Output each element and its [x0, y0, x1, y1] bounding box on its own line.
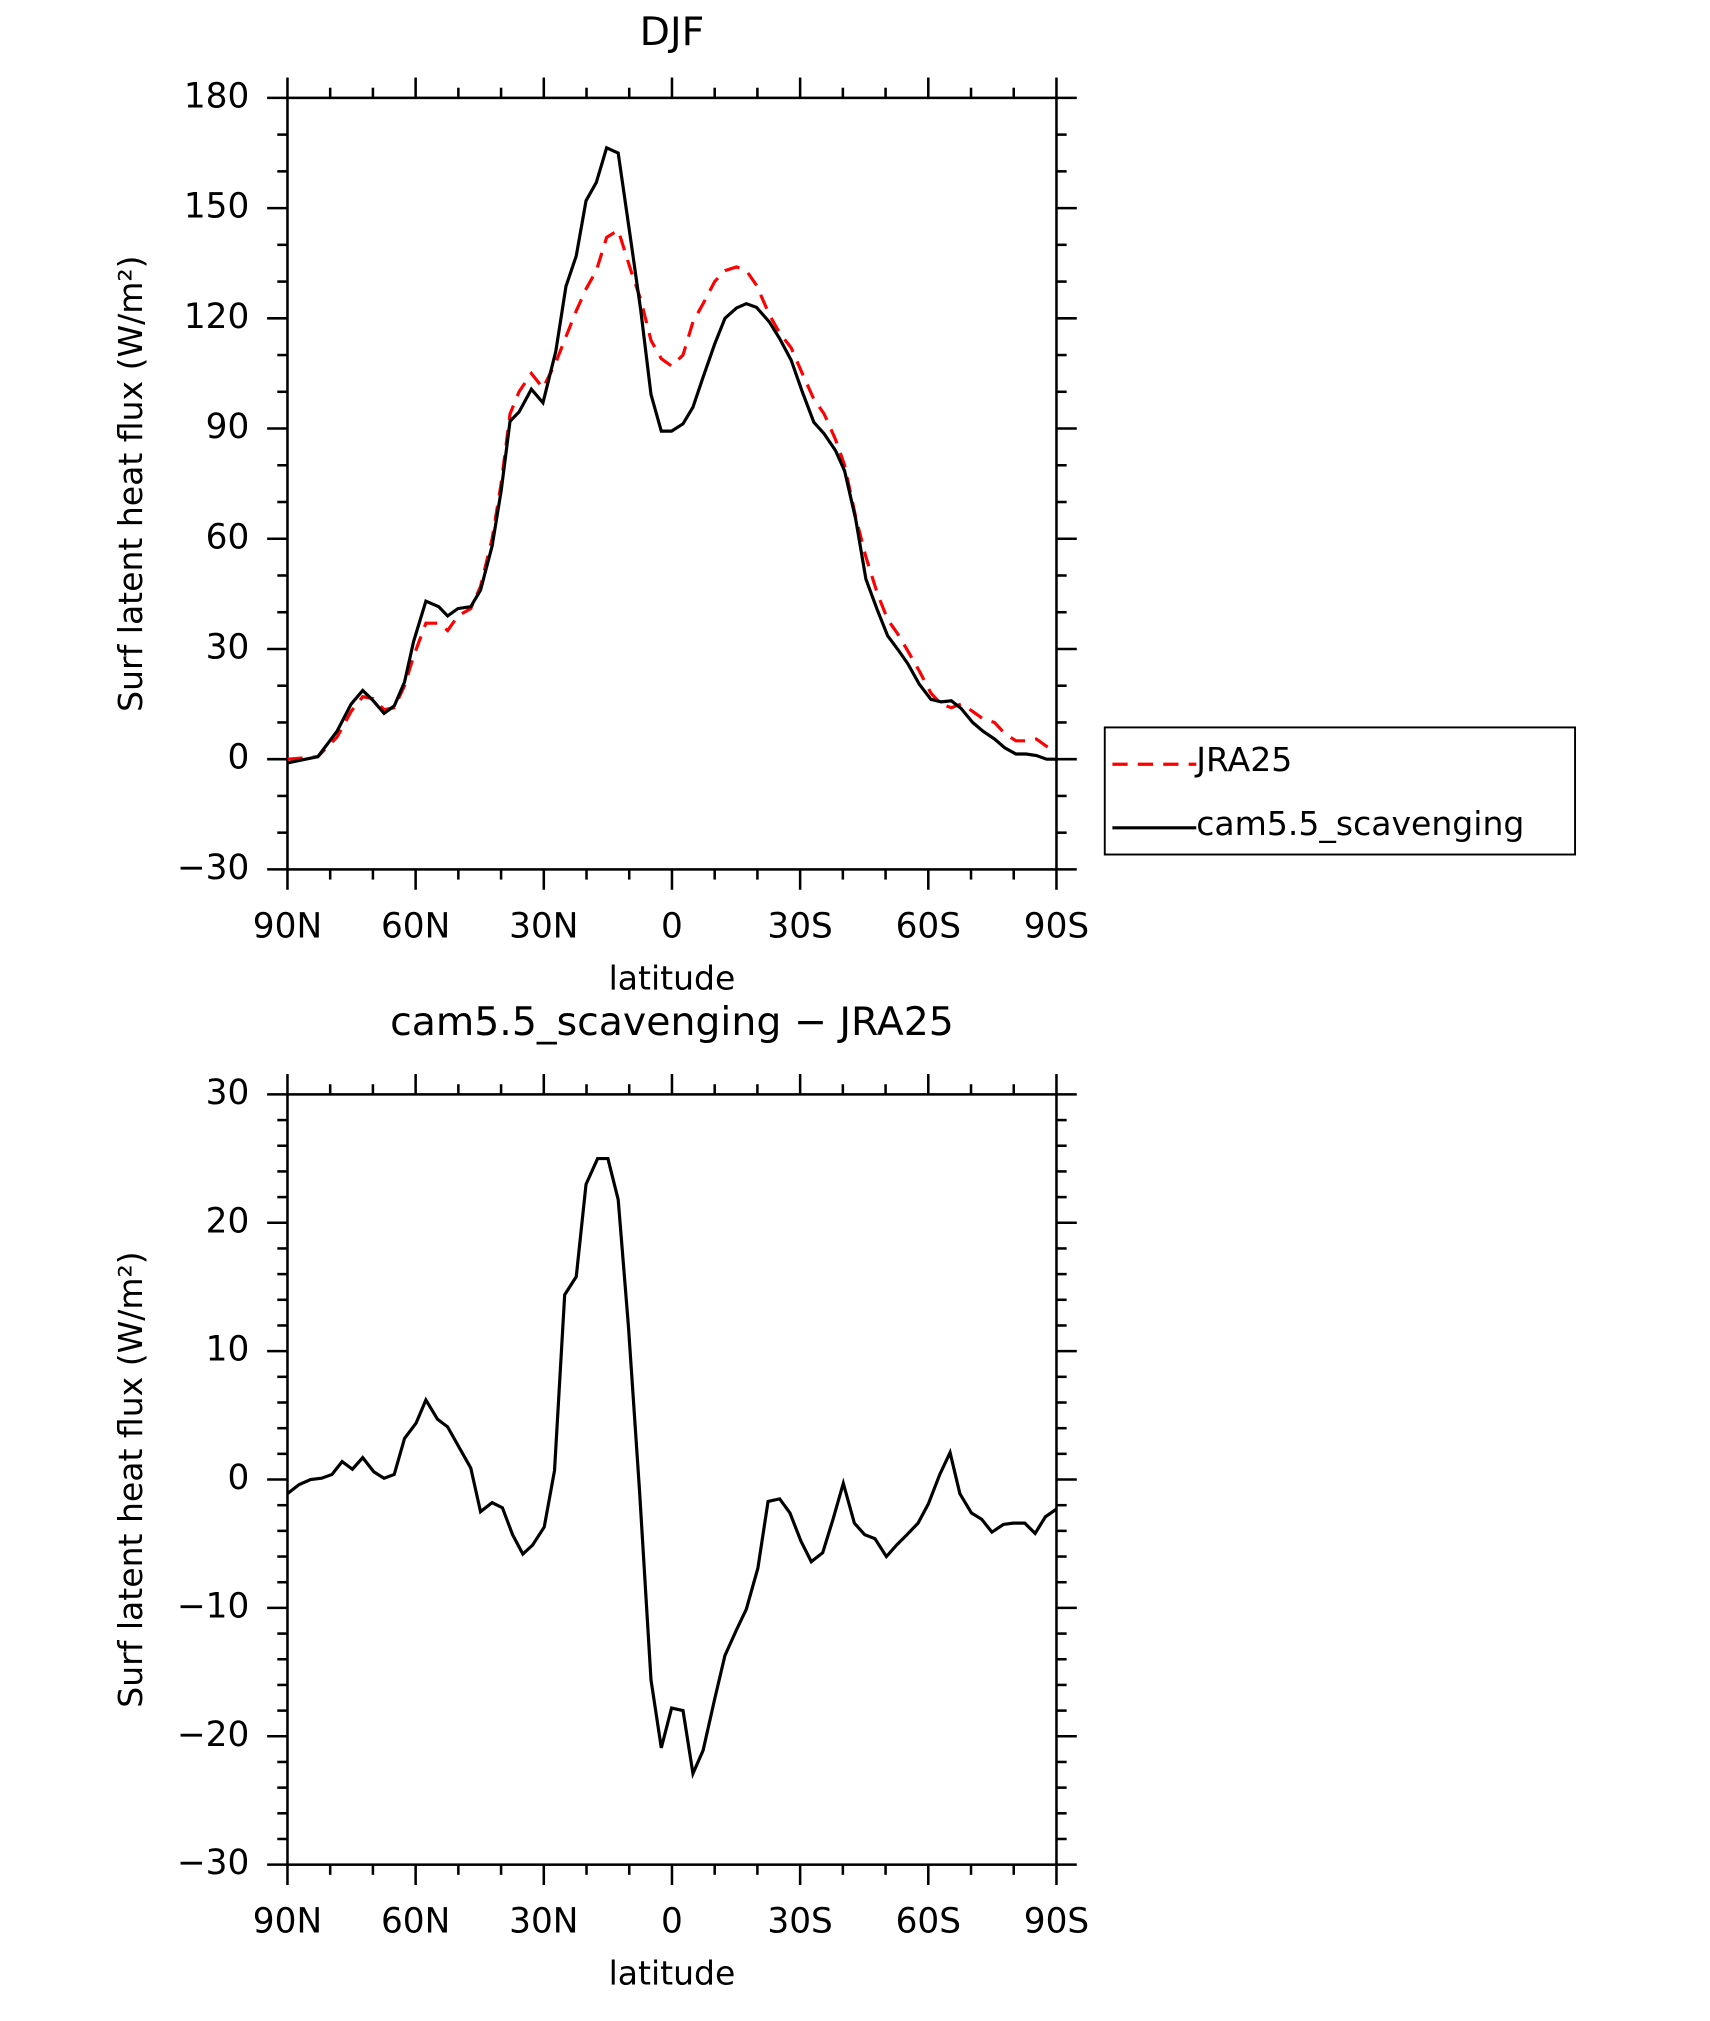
chart-title: DJF: [640, 9, 705, 55]
y-tick-label: 30: [206, 627, 250, 667]
data-line: [286, 1156, 1058, 1780]
x-tick-label: 90S: [1024, 906, 1089, 946]
y-tick-label: 90: [206, 407, 250, 447]
x-tick-label: 30N: [509, 906, 578, 946]
y-tick-label: −20: [177, 1715, 249, 1755]
plot-frame: [286, 96, 1058, 871]
x-tick-label: 60N: [381, 1902, 450, 1942]
y-tick-label: 20: [206, 1201, 250, 1241]
x-tick-label: 0: [661, 906, 683, 946]
x-tick-label: 90S: [1024, 1902, 1089, 1942]
data-line: [287, 145, 1057, 765]
y-tick-label: −30: [177, 1843, 249, 1883]
data-line: [287, 227, 1058, 761]
y-tick-label: −30: [177, 848, 249, 888]
chart-title: cam5.5_scavenging − JRA25: [390, 999, 954, 1045]
y-axis-label: Surf latent heat flux (W/m²): [111, 1251, 150, 1707]
x-tick-label: 90N: [253, 1902, 322, 1942]
x-tick-label: 30S: [767, 1902, 832, 1942]
x-tick-label: 60N: [381, 906, 450, 946]
y-tick-label: 0: [228, 738, 250, 778]
y-tick-label: 180: [184, 76, 249, 116]
y-tick-label: −10: [177, 1586, 249, 1626]
y-tick-label: 120: [184, 297, 249, 337]
y-tick-label: 0: [228, 1458, 250, 1498]
x-axis-label: latitude: [609, 1954, 736, 1993]
x-tick-label: 30S: [767, 906, 832, 946]
legend-box: [1103, 726, 1577, 856]
y-axis-label: Surf latent heat flux (W/m²): [111, 255, 150, 711]
legend-label: cam5.5_scavenging: [1196, 804, 1524, 843]
x-tick-label: 0: [661, 1902, 683, 1942]
y-tick-label: 30: [206, 1073, 250, 1113]
x-axis-label: latitude: [609, 958, 736, 997]
y-tick-label: 60: [206, 517, 250, 557]
y-tick-label: 10: [206, 1330, 250, 1370]
x-tick-label: 60S: [896, 1902, 961, 1942]
legend-label: JRA25: [1194, 740, 1292, 779]
x-tick-label: 90N: [253, 906, 322, 946]
y-tick-label: 150: [184, 187, 249, 227]
x-tick-label: 60S: [896, 906, 961, 946]
x-tick-label: 30N: [509, 1902, 578, 1942]
plot-frame: [286, 1093, 1058, 1866]
